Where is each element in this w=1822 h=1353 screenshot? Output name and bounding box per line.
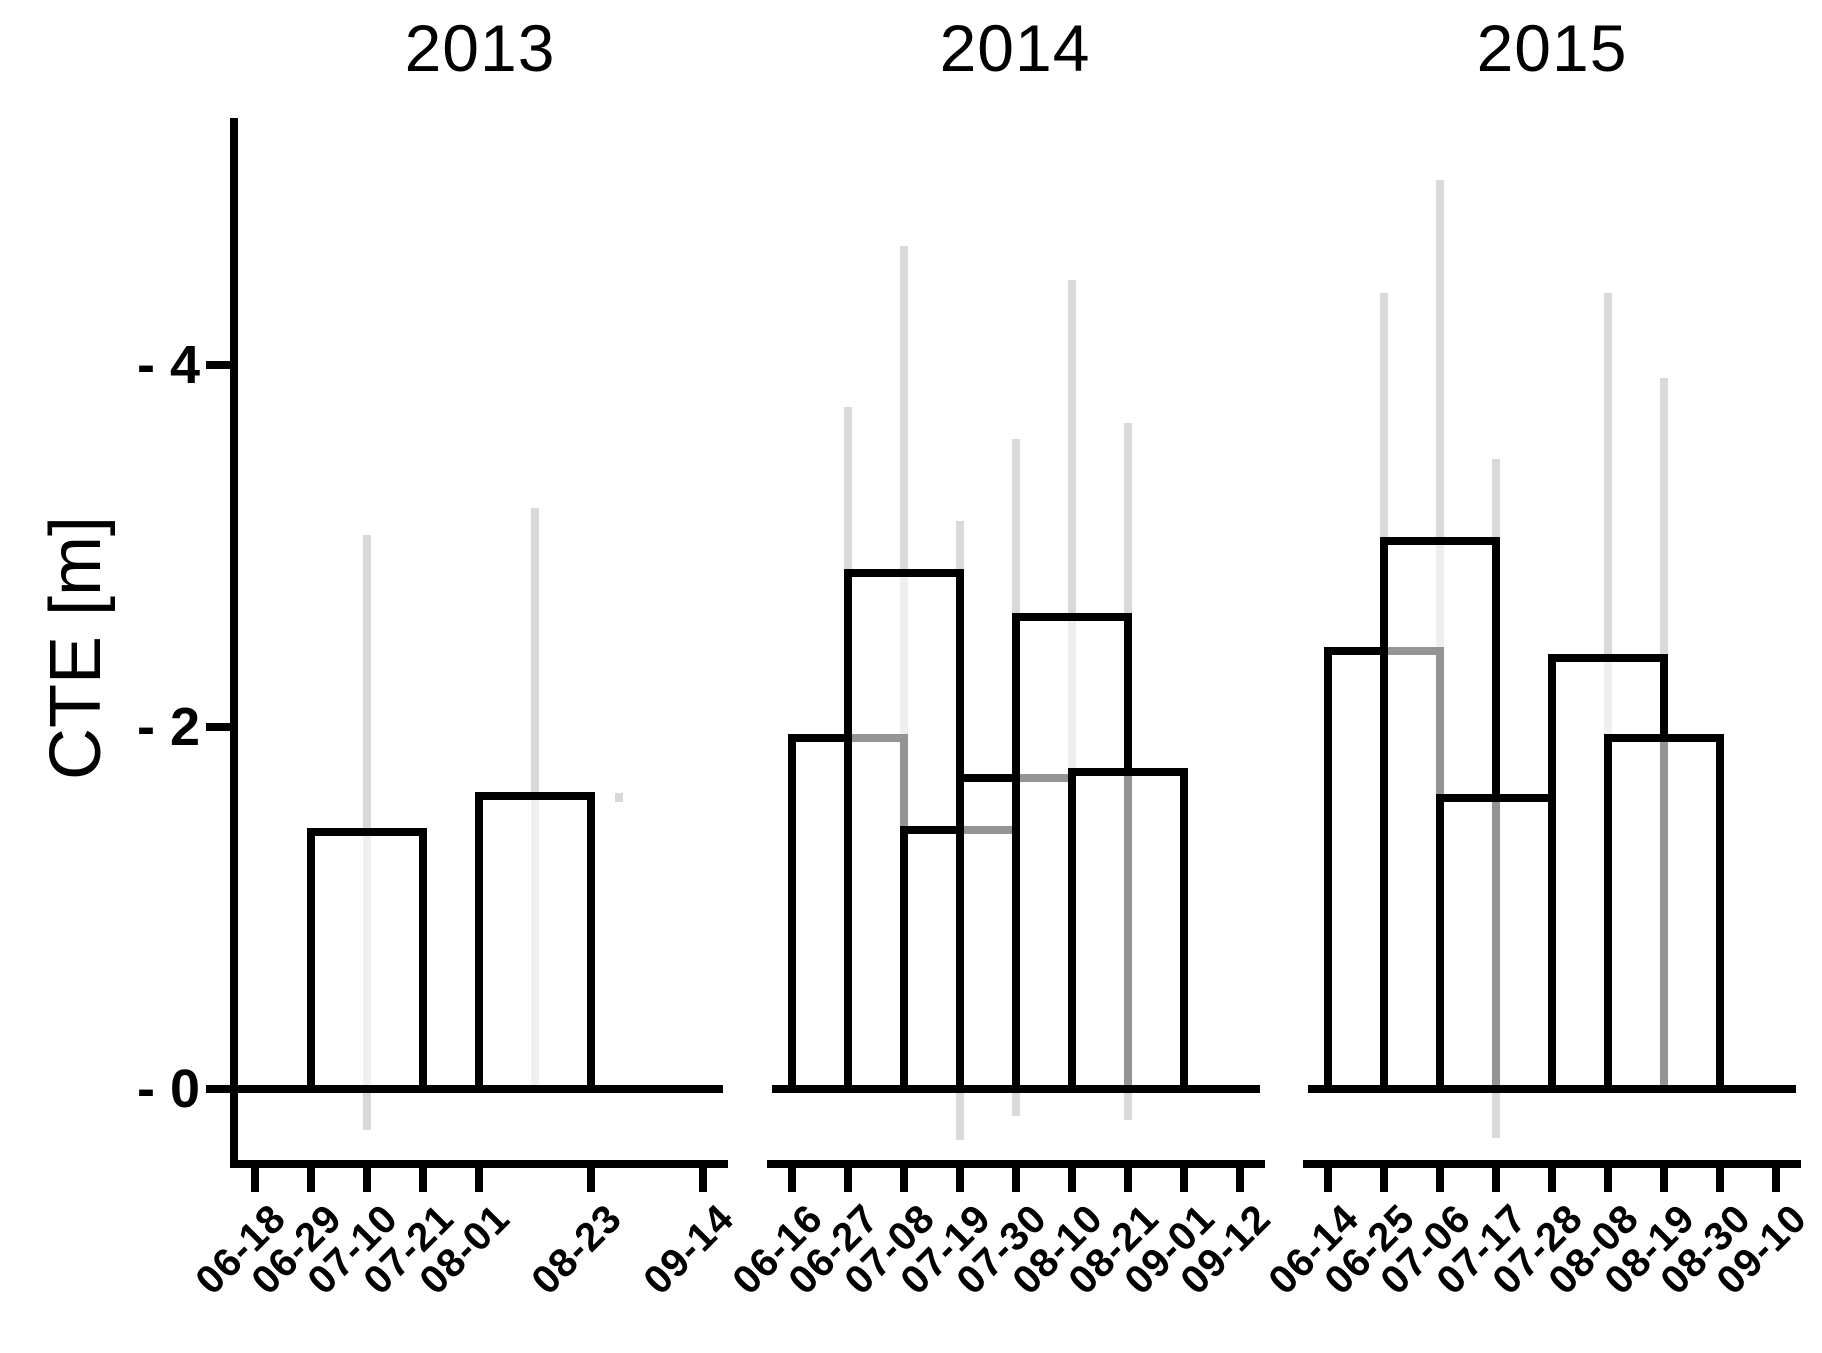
y-axis-line [230,118,238,1168]
bar-2015-07-17 [1436,794,1556,1093]
x-tick-2015-07-28 [1548,1168,1556,1192]
x-axis-line-2015 [1303,1160,1801,1168]
x-tick-2014-06-16 [788,1168,796,1192]
stray-mark [615,793,623,802]
x-axis-line-2014 [767,1160,1265,1168]
y-tick-0 [206,1085,230,1093]
x-tick-2015-06-14 [1324,1168,1332,1192]
x-tick-label-text: 09-14 [635,1196,743,1303]
x-tick-2014-07-08 [900,1168,908,1192]
x-tick-2015-09-10 [1772,1168,1780,1192]
x-tick-2013-09-14 [699,1168,707,1192]
x-tick-2014-08-21 [1124,1168,1132,1192]
x-tick-2015-08-08 [1604,1168,1612,1192]
x-tick-2013-07-21 [419,1168,427,1192]
bar-2013-07-10 [307,828,427,1093]
x-tick-2013-06-29 [307,1168,315,1192]
facet-title-2014: 2014 [939,11,1091,85]
x-tick-2014-06-27 [844,1168,852,1192]
bar-2015-08-19 [1604,734,1724,1093]
y-tick-2 [206,723,230,731]
y-tick-label-4: - 4 [136,335,200,395]
x-tick-2015-08-19 [1660,1168,1668,1192]
x-tick-2014-07-19 [956,1168,964,1192]
y-tick-4 [206,361,230,369]
y-tick-label-2: - 2 [136,697,200,757]
x-axis-line-2013 [230,1160,728,1168]
x-tick-2015-07-06 [1436,1168,1444,1192]
x-tick-label-text: 08-23 [523,1196,631,1303]
x-tick-2013-08-01 [475,1168,483,1192]
y-axis-title: CTE [m] [36,516,116,780]
x-tick-2014-09-01 [1180,1168,1188,1192]
x-tick-2013-06-18 [251,1168,259,1192]
x-tick-2013-07-10 [363,1168,371,1192]
x-tick-2015-06-25 [1380,1168,1388,1192]
x-tick-2014-08-10 [1068,1168,1076,1192]
x-tick-2015-08-30 [1716,1168,1724,1192]
x-tick-2015-07-17 [1492,1168,1500,1192]
facet-title-2015: 2015 [1476,11,1628,85]
facet-title-2013: 2013 [404,11,556,85]
x-tick-2013-08-23 [587,1168,595,1192]
x-tick-2014-09-12 [1236,1168,1244,1192]
x-tick-2014-07-30 [1012,1168,1020,1192]
y-tick-label-0: - 0 [136,1059,200,1119]
bar-2014-08-21 [1068,768,1188,1093]
bar-2013-08-12 [475,792,595,1093]
